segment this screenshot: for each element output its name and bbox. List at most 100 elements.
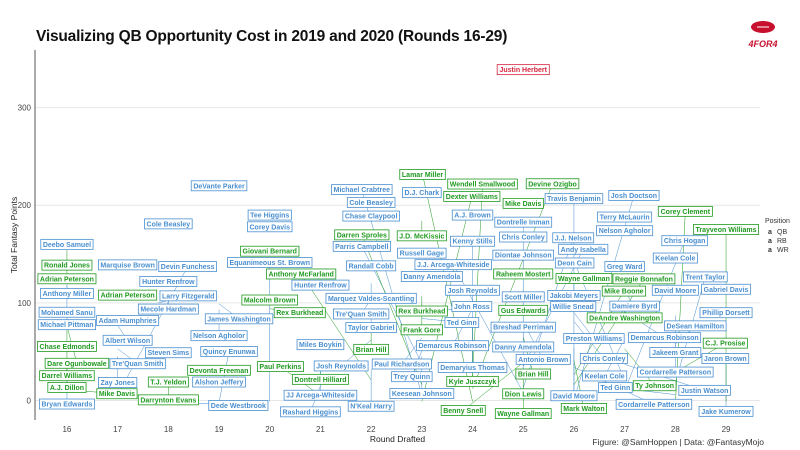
label-box [657, 205, 713, 217]
label-box [586, 312, 663, 324]
label-text: J.D. McKissic [399, 233, 444, 240]
point-label-wr: Josh Doctson [608, 190, 660, 201]
point-label-wr: J.J. Arcega-Whiteside [414, 259, 492, 271]
x-tick-label: 20 [265, 425, 274, 434]
label-box [47, 382, 87, 393]
label-box [137, 303, 199, 315]
x-tick-label: 27 [620, 425, 629, 434]
label-text: Scott Miller [504, 294, 542, 301]
label-text: Dion Lewis [505, 391, 542, 398]
point-label-wr: Michael Pittman [37, 319, 96, 331]
label-box [247, 209, 292, 221]
label-text: Cole Beasley [349, 200, 393, 207]
point-label-rb: Mike Boone [601, 285, 647, 297]
point-label-wr: Demarcus Robinson [628, 332, 702, 344]
point-label-wr: Mecole Hardman [137, 303, 199, 315]
label-text: Rex Burkhead [398, 309, 445, 316]
label-text: Chris Hogan [664, 238, 706, 245]
point-label-rb: Rex Burkhead [273, 307, 326, 319]
label-text: Taylor Gabriel [348, 325, 395, 332]
label-text: Demaryius Thomas [440, 365, 505, 372]
label-text: Willie Snead [553, 304, 594, 311]
point-label-wr: DeVante Parker [190, 180, 248, 192]
point-label-wr: Ted Ginn [444, 317, 480, 328]
point-label-rb: Raheem Mostert [493, 268, 554, 280]
point-label-rb: Wayne Gallman [494, 408, 552, 419]
label-box [396, 230, 447, 242]
label-text: Larry Fitzgerald [162, 293, 215, 300]
label-box [414, 259, 492, 271]
point-label-wr: Taylor Gabriel [345, 322, 397, 334]
point-label-wr: Tre'Quan Smith [333, 308, 390, 320]
label-text: Rex Burkhead [276, 310, 323, 317]
label-text: Kenny Stills [452, 239, 492, 246]
label-box [444, 317, 480, 328]
point-label-wr: Andy Isabella [558, 243, 609, 255]
label-box [296, 339, 345, 351]
label-box [440, 405, 486, 416]
point-label-wr: Parris Campbell [332, 240, 391, 252]
label-box [445, 284, 500, 296]
label-box [554, 257, 595, 269]
point-label-wr: David Moore [651, 284, 699, 296]
label-box [200, 346, 258, 357]
label-box [609, 300, 660, 312]
point-label-wr: DeSean Hamilton [664, 320, 727, 332]
label-text: Justin Herbert [499, 67, 547, 74]
x-tick-label: 16 [62, 425, 71, 434]
label-text: Dontrelle Inman [497, 220, 550, 227]
label-box [98, 289, 158, 301]
label-text: Ted Ginn [447, 320, 477, 327]
label-text: C.J. Prosise [705, 341, 745, 348]
label-box [632, 380, 677, 392]
label-box [582, 370, 628, 382]
point-label-wr: Dede Westbrook [208, 400, 269, 411]
label-box [102, 334, 153, 346]
label-text: Hunter Renfrow [294, 283, 347, 290]
label-text: Albert Wilson [105, 338, 150, 345]
point-label-rb: J.D. McKissic [396, 230, 447, 242]
label-text: Josh Reynolds [316, 363, 366, 370]
point-label-wr: Ted Ginn [598, 382, 633, 394]
logo-4for4: 4FOR4 [740, 20, 786, 49]
label-box [37, 341, 97, 352]
point-label-wr: Scott Miller [501, 291, 545, 303]
label-box [493, 268, 554, 280]
label-box [701, 353, 750, 364]
label-text: Corey Clement [661, 209, 711, 216]
label-text: Gabriel Davis [704, 287, 749, 294]
label-text: Keelan Cole [655, 256, 695, 263]
label-text: Frank Gore [403, 327, 440, 334]
point-label-wr: Chris Hogan [661, 235, 708, 247]
label-text: Dare Ogunbowale [47, 361, 107, 368]
label-text: Wayne Gallman [497, 411, 549, 418]
point-label-rb: Darrel Williams [39, 370, 95, 382]
label-text: Mark Walton [563, 406, 604, 413]
point-label-rb: Chase Edmonds [37, 341, 97, 352]
label-text: Michael Pittman [40, 322, 93, 329]
label-box [525, 178, 580, 190]
label-text: Marquez Valdes-Scantling [328, 296, 414, 303]
point-label-qb: Justin Herbert [496, 64, 550, 76]
label-box [649, 347, 702, 358]
label-text: Chase Claypool [345, 214, 398, 221]
label-text: Devin Funchess [161, 264, 215, 271]
point-label-rb: Adrian Peterson [98, 289, 158, 301]
label-text: Jakobi Meyers [550, 293, 598, 300]
legend-key-rb: a [768, 238, 772, 245]
point-label-wr: Hunter Renfrow [139, 276, 198, 287]
x-axis-label: Round Drafted [370, 434, 426, 444]
label-box [699, 307, 753, 319]
label-text: David Moore [654, 288, 696, 295]
point-label-rb: Benny Snell [440, 405, 486, 416]
point-label-wr: John Ross [451, 301, 493, 312]
point-label-wr: Chris Conley [579, 352, 628, 364]
point-label-wr: Chase Claypool [342, 210, 400, 222]
point-label-wr: D.J. Chark [402, 187, 442, 199]
label-text: Andy Isabella [561, 247, 606, 254]
label-text: Equanimeous St. Brown [229, 260, 310, 267]
label-box [38, 306, 96, 318]
legend-label-wr: WR [777, 247, 789, 254]
point-label-rb: Dontrell Hilliard [291, 373, 349, 385]
